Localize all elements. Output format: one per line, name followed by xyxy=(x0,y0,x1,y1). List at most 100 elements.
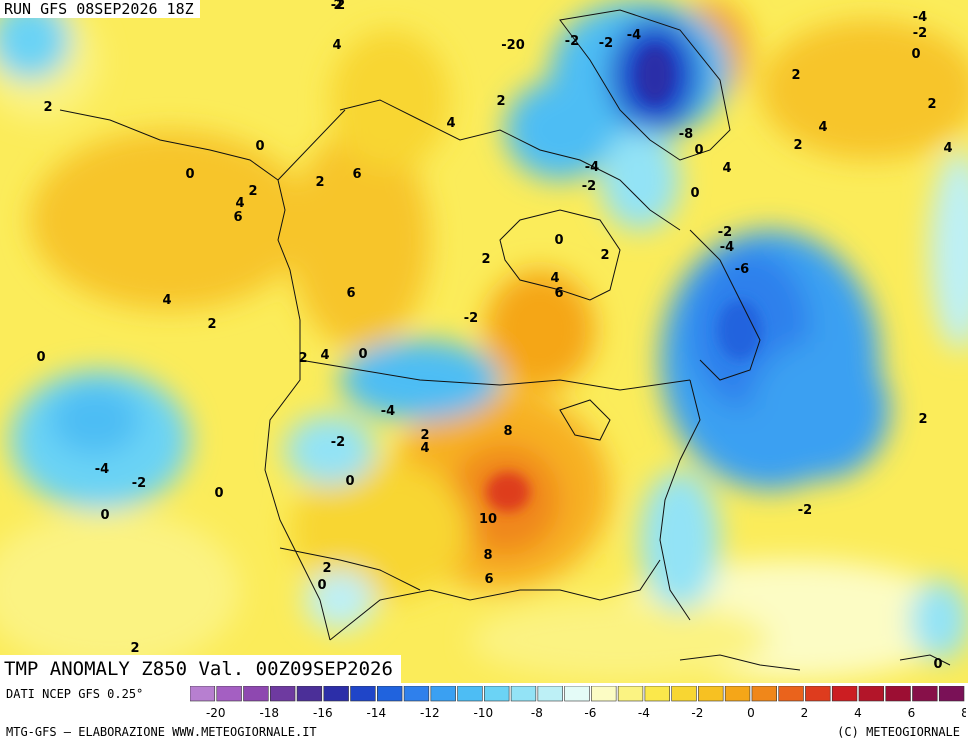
contour-label: 6 xyxy=(233,210,242,225)
contour-label: 0 xyxy=(214,486,223,501)
contour-label: 0 xyxy=(317,578,326,593)
contour-label: -2 xyxy=(599,36,613,51)
contour-label: -4 xyxy=(627,28,641,43)
scale-swatch xyxy=(805,685,831,702)
scale-tick-label: 2 xyxy=(801,706,809,720)
scale-swatch xyxy=(617,685,644,702)
contour-label: 2 xyxy=(791,68,800,83)
scale-tick-label: -12 xyxy=(420,706,440,720)
contour-label: 4 xyxy=(162,293,171,308)
contour-label: 0 xyxy=(358,347,367,362)
scale-swatch xyxy=(591,685,617,702)
contour-label: -4 xyxy=(95,462,109,477)
contour-label: -2 xyxy=(582,179,596,194)
contour-label: -2 xyxy=(132,476,146,491)
contour-label: 0 xyxy=(100,508,109,523)
scale-swatch xyxy=(243,685,269,702)
run-title: RUN GFS 08SEP2026 18Z xyxy=(0,0,200,18)
contour-label: -8 xyxy=(679,127,693,142)
contour-label: 2 xyxy=(43,100,52,115)
contour-label: 4 xyxy=(320,348,329,363)
footer: DATI NCEP GFS 0.25° -20 -18 -16 -14 -12 -10 -8… xyxy=(0,683,968,745)
scale-swatch xyxy=(671,685,697,702)
contour-label: 2 xyxy=(333,0,342,13)
temperature-anomaly-map: 2 4 -2 -20 -2 -2 -4 -4 -2 0 2 2 2 4 4 2 4 2 0 0 -8 0 4 -4 -2 0 6 2 2… xyxy=(0,0,968,683)
scale-tick-label: -10 xyxy=(474,706,494,720)
scale-swatch xyxy=(537,685,563,702)
scale-swatch xyxy=(269,685,296,702)
contour-label: -2 xyxy=(464,311,478,326)
contour-label: -2 xyxy=(718,225,732,240)
scale-tick-label: 0 xyxy=(747,706,755,720)
scale-swatch xyxy=(885,685,911,702)
contour-label: 0 xyxy=(36,350,45,365)
contour-label: 4 xyxy=(943,141,952,156)
contour-label: 2 xyxy=(918,412,927,427)
contour-label: 2 xyxy=(298,351,307,366)
scale-swatch xyxy=(323,685,349,702)
contour-label: -2 xyxy=(331,435,345,450)
scale-swatch xyxy=(296,685,323,702)
contour-label: 4 xyxy=(235,196,244,211)
contour-label: 2 xyxy=(481,252,490,267)
contour-label: -20 xyxy=(501,38,525,53)
contour-label: 2 xyxy=(600,248,609,263)
scale-tick-label: 6 xyxy=(908,706,916,720)
contour-label: 2 xyxy=(793,138,802,153)
contour-label: -2 xyxy=(565,34,579,49)
contour-label: 2 xyxy=(420,428,429,443)
scale-swatch xyxy=(457,685,483,702)
contour-label: 4 xyxy=(332,38,341,53)
color-scale-legend: -20-18-16-14-12-10-8-6-4-202468101214161… xyxy=(189,685,968,726)
scale-tick-label: -4 xyxy=(638,706,650,720)
scale-tick-label: 8 xyxy=(961,706,966,720)
scale-swatch xyxy=(858,685,885,702)
contour-label: 2 xyxy=(496,94,505,109)
scale-swatch xyxy=(377,685,403,702)
contour-label: 0 xyxy=(185,167,194,182)
contour-label: -4 xyxy=(585,160,599,175)
contour-label: 8 xyxy=(483,548,492,563)
scale-tick-label: -2 xyxy=(691,706,703,720)
data-source-label: DATI NCEP GFS 0.25° xyxy=(6,687,144,701)
contour-label: 2 xyxy=(130,641,139,656)
scale-tick-label: 4 xyxy=(854,706,862,720)
scale-swatch xyxy=(430,685,456,702)
contour-label: 4 xyxy=(818,120,827,135)
contour-label: 6 xyxy=(352,167,361,182)
contour-label: 0 xyxy=(911,47,920,62)
contour-label: -4 xyxy=(381,404,395,419)
contour-label: 0 xyxy=(255,139,264,154)
contour-label: -4 xyxy=(913,10,927,25)
contour-label: 0 xyxy=(694,143,703,158)
contour-label: 4 xyxy=(722,161,731,176)
contour-label: 0 xyxy=(345,474,354,489)
contour-label: 6 xyxy=(346,286,355,301)
scale-tick-label: -6 xyxy=(584,706,596,720)
contour-label: 6 xyxy=(554,286,563,301)
scale-swatch xyxy=(403,685,430,702)
scale-swatch xyxy=(912,685,938,702)
contour-label: 6 xyxy=(484,572,493,587)
contour-label: -6 xyxy=(735,262,749,277)
contour-label: 0 xyxy=(690,186,699,201)
anomaly-field xyxy=(0,0,968,680)
scale-tick-label: -20 xyxy=(206,706,226,720)
contour-label: -2 xyxy=(798,503,812,518)
contour-label: 2 xyxy=(322,561,331,576)
contour-label: 2 xyxy=(207,317,216,332)
contour-label: 2 xyxy=(248,184,257,199)
scale-swatch xyxy=(938,685,965,702)
scale-tick-label: -16 xyxy=(313,706,333,720)
contour-label: 2 xyxy=(927,97,936,112)
scale-tick-label: -18 xyxy=(259,706,279,720)
contour-label: 4 xyxy=(446,116,455,131)
credit-left: MTG-GFS — ELABORAZIONE WWW.METEOGIORNALE… xyxy=(6,725,317,739)
scale-swatch xyxy=(724,685,751,702)
contour-label: 4 xyxy=(420,441,429,456)
contour-label: 0 xyxy=(554,233,563,248)
color-scale: -20-18-16-14-12-10-8-6-4-202468101214161… xyxy=(189,685,968,720)
anomaly-core xyxy=(486,47,762,512)
map-title: TMP ANOMALY Z850 Val. 00Z09SEP2026 xyxy=(0,655,401,683)
